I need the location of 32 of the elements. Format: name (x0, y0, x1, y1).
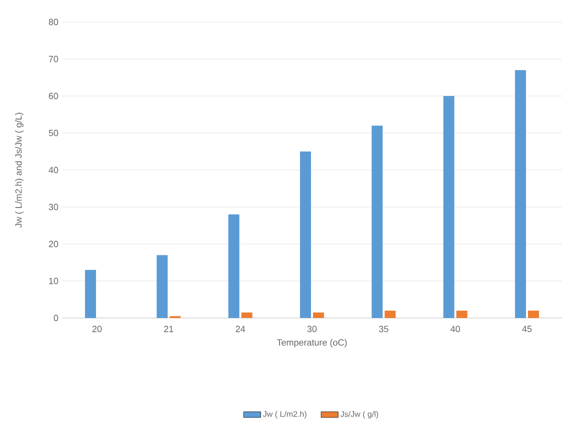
x-tick-label: 24 (236, 326, 246, 332)
bar (228, 214, 240, 318)
y-tick-label: 60 (48, 92, 58, 100)
x-tick-label: 30 (307, 326, 317, 332)
y-tick-label: 30 (48, 204, 58, 210)
legend-label: Jw ( L/m2.h) (263, 410, 306, 418)
y-tick-label: 80 (48, 18, 58, 26)
y-tick-label: 20 (48, 240, 58, 248)
x-tick-label: 35 (379, 326, 388, 332)
bar (372, 126, 383, 318)
bar (85, 270, 96, 318)
legend-label: Js/Jw ( g/l) (340, 410, 378, 418)
y-tick-label: 70 (48, 56, 58, 62)
bar (528, 310, 539, 318)
bar (456, 310, 468, 318)
bar (443, 96, 454, 318)
x-tick-label: 40 (450, 326, 460, 332)
x-axis-title: Temperature (oC) (276, 339, 347, 348)
bar (313, 312, 324, 318)
bar (514, 70, 526, 318)
x-tick-label: 21 (164, 326, 174, 332)
y-tick-label: 50 (48, 130, 58, 136)
bar (384, 310, 396, 318)
x-tick-label: 20 (92, 326, 102, 332)
bar (241, 312, 252, 318)
y-tick-label: 0 (54, 314, 58, 322)
bar (156, 255, 168, 318)
bar (300, 151, 311, 318)
y-tick-label: 40 (48, 166, 58, 174)
x-tick-label: 45 (522, 326, 532, 332)
y-tick-label: 10 (49, 278, 58, 284)
y-axis-title: Jw ( L/m2.h) and Js/Jw ( g/L) (15, 112, 24, 228)
